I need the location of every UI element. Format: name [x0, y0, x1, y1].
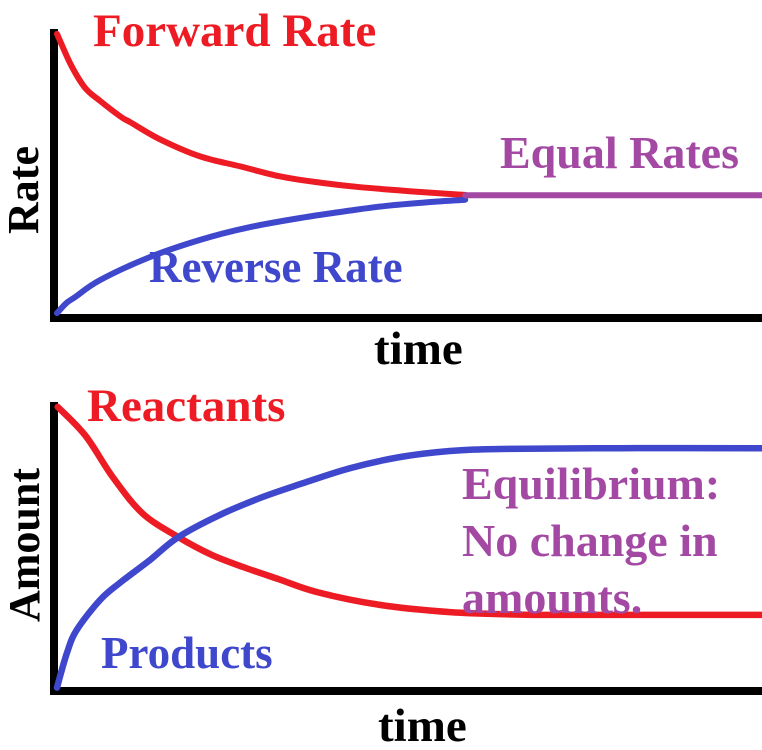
- amount-y-axis-label: Amount: [0, 467, 49, 623]
- products-curve: [53, 444, 762, 691]
- amount-chart-plot: [50, 402, 762, 695]
- amount-vs-time-chart: Amount Reactants Equilibrium: No change …: [0, 375, 762, 750]
- equal-rates-label: Equal Rates: [500, 127, 739, 178]
- rate-chart-plot: [50, 29, 762, 322]
- products-label: Products: [101, 628, 273, 678]
- rate-vs-time-chart: Rate Forward Rate Equal Rates Reverse Ra…: [0, 5, 762, 375]
- rate-y-axis-label: Rate: [0, 146, 48, 234]
- equilibrium-annotation: Equilibrium: No change in amounts.: [462, 458, 721, 623]
- forward-rate-label: Forward Rate: [93, 5, 377, 57]
- axis-lines: [50, 29, 762, 322]
- reactants-label: Reactants: [87, 380, 286, 432]
- rate-x-axis-label: time: [374, 323, 463, 375]
- reverse-rate-curve: [54, 196, 469, 317]
- forward-rate-curve: [54, 30, 469, 198]
- reactants-curve: [54, 403, 762, 619]
- reverse-rate-label: Reverse Rate: [149, 242, 403, 292]
- axis-lines: [50, 402, 762, 695]
- amount-x-axis-label: time: [378, 700, 467, 750]
